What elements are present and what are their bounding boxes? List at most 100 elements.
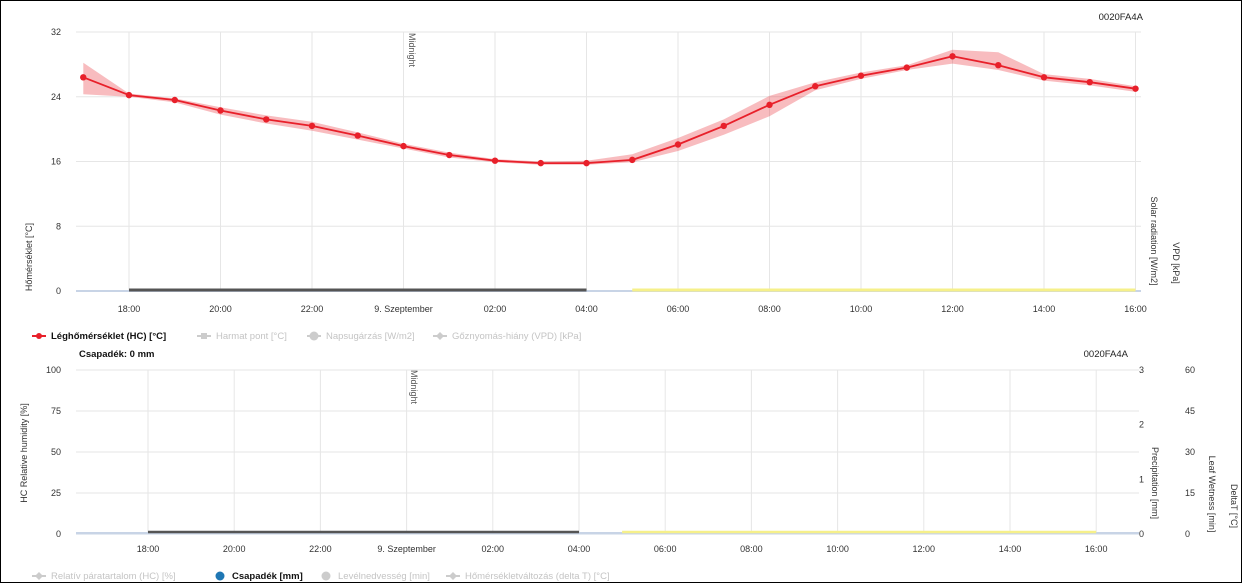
chart2-x-tick-label: 22:00	[309, 544, 332, 554]
chart1: 0020FA4A 0 8 16 24 32 18:00 20:00 22:00 9. Szep…	[24, 12, 1181, 342]
chart1-x-tick-label: 04:00	[575, 304, 598, 314]
chart2-y-tick-label: 100	[46, 365, 61, 375]
chart1-temperature-point	[263, 116, 270, 123]
chart1-y-tick-label: 24	[51, 92, 61, 102]
chart1-temperature-point	[1086, 78, 1093, 86]
chart1-temperature-point	[674, 141, 682, 148]
chart2-right-axis-1-tick-label: 0	[1139, 529, 1144, 539]
chart2-midnight-label: Midnight	[409, 370, 419, 405]
chart2-legend-item-label: Levélnedvesség [min]	[338, 571, 430, 582]
chart2-x-tick-label: 18:00	[137, 544, 160, 554]
chart2-day-night-bars	[76, 530, 1139, 534]
chart2-y-tick-label: 50	[51, 447, 61, 457]
chart2-right-axis-2-tick-label: 45	[1185, 406, 1195, 416]
chart1-y-ticks: 0 8 16 24 32	[51, 27, 61, 296]
chart1-temperature-point	[446, 151, 453, 159]
chart2-right-axis-title-2: Leaf Wetness [min]	[1207, 456, 1217, 533]
chart1-legend-marker-icon	[36, 333, 42, 339]
chart2-right-axis-title-1: Precipitation [mm]	[1150, 447, 1160, 519]
chart2-legend-marker-icon	[35, 572, 43, 580]
chart1-y-tick-label: 16	[51, 157, 61, 167]
chart1-day-night-bars	[76, 288, 1141, 292]
chart1-legend-item-label: Harmat pont [°C]	[216, 331, 287, 342]
chart2-x-tick-label: 08:00	[740, 544, 763, 554]
chart1-y-tick-label: 8	[56, 221, 61, 231]
chart2-legend-marker-icon	[321, 571, 331, 581]
chart1-x-tick-label: 10:00	[850, 304, 873, 314]
chart1-temperature-point	[1132, 85, 1139, 92]
chart1-x-tick-label: 16:00	[1124, 304, 1147, 314]
chart2-x-tick-label: 20:00	[223, 544, 246, 554]
chart2-y-tick-label: 25	[51, 488, 61, 498]
chart1-legend-marker-icon	[436, 332, 444, 340]
chart1-x-tick-label: 18:00	[118, 304, 141, 314]
chart2-id-label: 0020FA4A	[1084, 349, 1129, 360]
chart2-y-tick-label: 75	[51, 406, 61, 416]
chart1-temperature-range-band	[83, 49, 1136, 165]
chart2-grid	[76, 369, 1139, 535]
chart1-x-ticks: 18:00 20:00 22:00 9. Szeptember 02:00 04:00 06…	[118, 304, 1147, 314]
chart1-x-tick-label: 22:00	[301, 304, 324, 314]
chart2-right-axis-2-tick-label: 15	[1185, 488, 1195, 498]
chart1-temperature-point	[1040, 74, 1048, 81]
chart2-legend-item-label: Relatív páratartalom (HC) [%]	[51, 571, 176, 582]
chart1-x-tick-label: 14:00	[1033, 304, 1056, 314]
chart2-x-tick-label: 04:00	[568, 544, 591, 554]
chart1-x-tick-label: 12:00	[941, 304, 964, 314]
chart2-x-tick-label: 06:00	[654, 544, 677, 554]
chart2-legend-marker-icon	[215, 571, 225, 581]
chart2-x-tick-label: 14:00	[999, 544, 1022, 554]
chart2-y-ticks: 0 25 50 75 100	[46, 365, 61, 539]
chart1-temperature-point	[583, 159, 590, 167]
chart1-x-tick-label: 08:00	[758, 304, 781, 314]
chart1-temperature-point	[171, 96, 178, 104]
chart1-right-axis-title-1: Solar radiation [W/m2]	[1149, 196, 1159, 285]
chart1-x-tick-label: 20:00	[209, 304, 232, 314]
chart1-temperature-point	[400, 142, 407, 150]
chart2-x-ticks: 18:00 20:00 22:00 9. Szeptember 02:00 04:00 06…	[137, 544, 1108, 554]
chart2-right-axis-2-tick-label: 30	[1185, 447, 1195, 457]
chart2-legend-item-label: Csapadék [mm]	[232, 571, 303, 582]
chart2-y-axis-title: HC Relative humidity [%]	[19, 403, 29, 503]
chart2-x-tick-label: 9. Szeptember	[377, 544, 436, 554]
chart1-id-label: 0020FA4A	[1099, 12, 1144, 23]
chart1-y-axis-title: Hőmérséklet [°C]	[24, 223, 34, 291]
chart1-temperature-point	[217, 107, 224, 114]
chart1-series	[80, 49, 1139, 167]
chart2-right-axis-1-tick-label: 1	[1139, 474, 1144, 484]
chart1-x-tick-label: 9. Szeptember	[374, 304, 433, 314]
chart1-legend-item-label: Gőznyomás-hiány (VPD) [kPa]	[452, 331, 581, 342]
chart1-legend-item-label: Léghőmérséklet (HC) [°C]	[51, 331, 166, 342]
chart2-right-axis-2-tick-label: 60	[1185, 365, 1195, 375]
chart1-midnight-label: Midnight	[407, 33, 417, 68]
chart2-subtitle: Csapadék: 0 mm	[79, 349, 155, 360]
chart1-legend-item-label: Napsugárzás [W/m2]	[326, 331, 415, 342]
chart1-temperature-point	[720, 122, 727, 130]
chart2-right-axis-1-tick-label: 2	[1139, 420, 1144, 430]
chart1-temperature-point	[80, 74, 87, 81]
chart1-temperature-point	[308, 122, 316, 130]
chart2-right-axis-2-ticks: 0 15 30 45 60	[1185, 365, 1195, 539]
chart2-x-tick-label: 12:00	[913, 544, 936, 554]
chart1-temperature-point	[857, 72, 865, 79]
chart1-temperature-point	[125, 91, 133, 99]
chart2-right-axis-title-3: DeltaT [°C]	[1229, 484, 1239, 528]
chart2-x-tick-label: 10:00	[826, 544, 849, 554]
chart2-right-axis-2-tick-label: 0	[1185, 529, 1190, 539]
chart2-y-tick-label: 0	[56, 529, 61, 539]
chart1-temperature-point	[354, 132, 361, 139]
chart1-temperature-point	[903, 64, 910, 71]
chart1-legend-marker-icon	[309, 331, 319, 341]
chart1-grid	[76, 31, 1141, 292]
chart1-temperature-line	[82, 55, 1136, 164]
chart2-legend-item-label: Hőmérsékletváltozás (delta T) [°C]	[465, 571, 610, 582]
chart2-legend-marker-icon	[449, 572, 457, 580]
chart2-legend: Relatív páratartalom (HC) [%] Csapadék [m…	[32, 571, 610, 582]
chart1-legend: Léghőmérséklet (HC) [°C] Harmat pont [°C]…	[32, 331, 581, 342]
chart2-x-tick-label: 16:00	[1085, 544, 1108, 554]
chart1-x-tick-label: 02:00	[484, 304, 507, 314]
chart1-x-tick-label: 06:00	[667, 304, 690, 314]
chart1-temperature-point	[995, 61, 1002, 69]
